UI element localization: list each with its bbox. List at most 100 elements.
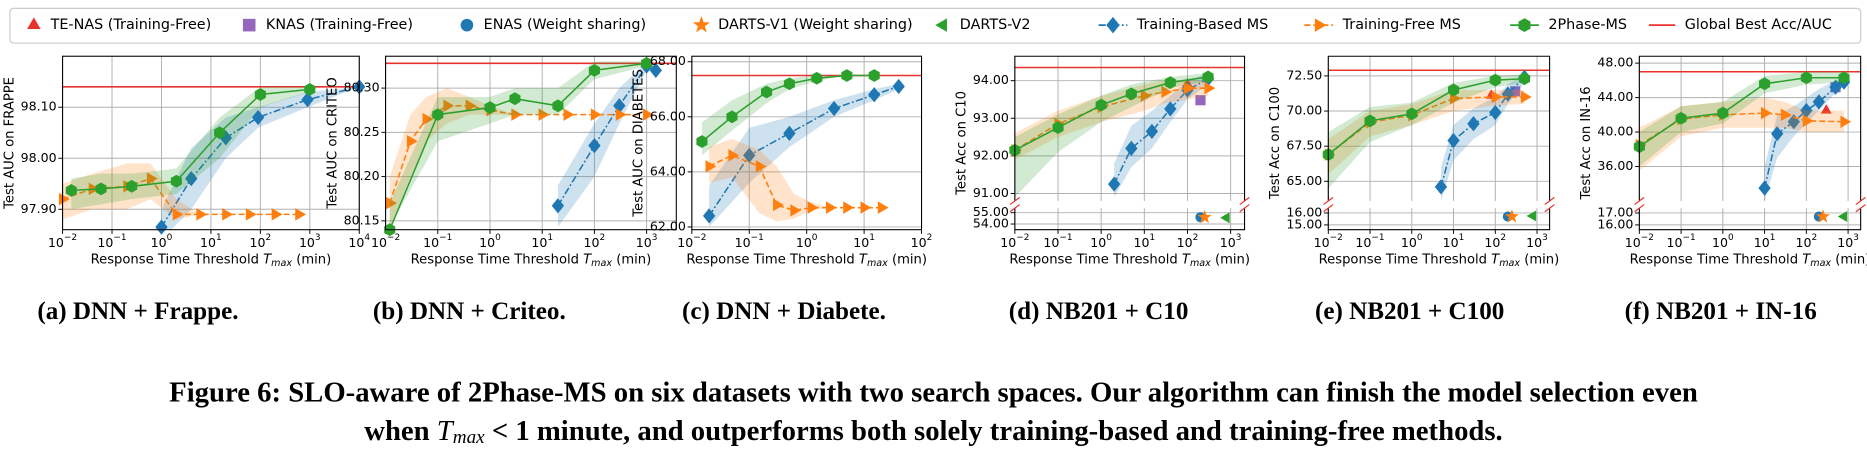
legend-label: DARTS-V1 (Weight sharing) [718,17,912,33]
data-point [1489,73,1501,87]
x-tick-label: 101 [200,232,222,249]
x-tick-label: 10−1 [97,232,126,249]
data-point [1520,90,1532,104]
chart: 10−2 10−1 100 101 10262.0064.0066.0068.00Res… [632,53,933,325]
axis-break [1544,204,1555,213]
y-tick-label: 44.00 [1597,89,1633,104]
x-tick-label: 10−1 [1666,232,1695,249]
data-point [1220,212,1230,224]
legend-label: Training-Based MS [1136,17,1268,33]
x-tick-label: 102 [1795,232,1817,249]
x-tick-exponent: −1 [751,232,764,242]
y-tick-label: 97.90 [21,201,57,216]
x-tick-base: 10 [48,234,64,249]
x-tick-exponent: −1 [1371,232,1384,242]
data-point [1838,71,1850,85]
band [1328,74,1525,189]
data-point [1717,106,1729,120]
y-tick-label: 16.00 [1597,216,1633,231]
data-point [783,77,795,91]
x-tick-base: 10 [1712,234,1728,249]
y-tick-label: 67.50 [1286,138,1322,153]
axis-break [1239,204,1250,213]
x-tick-exponent: 0 [1728,232,1734,242]
x-tick-exponent: 2 [927,232,933,242]
y-tick-label: 91.00 [973,185,1009,200]
band [1440,73,1525,201]
y-tick-label: 40.00 [1597,124,1633,139]
data-point [827,100,841,117]
x-axis-label: Response Time Threshold Tmax (min) [1319,252,1560,269]
data-point [1202,70,1214,84]
x-tick-label: 102 [911,232,933,249]
subcaption: (e) NB201 + C100 [1315,298,1504,325]
data-point [728,149,740,162]
axis-break [1634,196,1645,206]
axis-frame [62,55,360,231]
chart: 10−2 10−1 100 101 102 10380.1580.2080.2580.30… [325,55,677,325]
x-tick-base: 10 [1000,234,1016,249]
x-axis-label-math: T [859,252,868,267]
data-point [1800,71,1812,85]
x-tick-base: 10 [423,234,439,249]
x-tick-base: 10 [200,234,216,249]
y-tick-label: 48.00 [1597,55,1633,70]
x-tick-label: 10−2 [677,232,706,249]
x-tick-label: 100 [1401,232,1423,249]
data-point [563,108,575,121]
x-tick-base: 10 [636,234,652,249]
data-point [615,108,627,121]
y-axis-label: Test Acc on C100 [1268,87,1283,200]
x-tick-exponent: −1 [113,232,126,242]
y-tick-label: 98.00 [21,150,57,165]
x-tick-label: 100 [1712,232,1734,249]
data-point [146,172,158,185]
data-point [1125,87,1137,101]
data-point [1447,83,1460,97]
x-tick-exponent: 0 [167,232,173,242]
x-tick-exponent: −1 [1682,232,1695,242]
series-line [1638,76,1845,148]
data-point [1829,79,1842,95]
data-point [1052,121,1064,135]
x-tick-exponent: −2 [1330,232,1343,242]
x-axis-label-text: (min) [888,252,927,267]
x-axis-label-sub: max [1499,258,1520,269]
legend-marker [27,17,41,30]
x-tick-exponent: 1 [547,232,553,242]
x-axis-label-math: T [1491,252,1500,267]
x-tick-label: 10−2 [1000,232,1029,249]
data-point [245,208,257,221]
data-point [1820,104,1832,114]
x-tick-label: 10−1 [1043,232,1072,249]
x-tick-base: 10 [348,234,364,249]
data-point [1107,176,1121,192]
legend-label: Global Best Acc/AUC [1685,17,1832,33]
x-tick-base: 10 [1090,234,1106,249]
data-point [551,198,565,214]
data-point [1504,209,1519,223]
data-point [1195,95,1206,106]
x-axis-label-sub: max [271,258,292,269]
y-tick-label: 92.00 [973,147,1009,162]
x-tick-label: 103 [1837,232,1859,249]
x-tick-base: 10 [1526,234,1542,249]
x-tick-exponent: 0 [812,232,818,242]
x-tick-exponent: −1 [1059,232,1072,242]
x-axis-label-text: Response Time Threshold [91,252,264,267]
data-point [643,108,654,121]
y-axis-label: Test Acc on C10 [955,91,970,196]
series-line [1014,76,1209,151]
x-tick-label: 103 [1526,232,1548,249]
y-tick-label: 55.00 [973,204,1009,219]
data-point [1758,180,1771,196]
band [709,138,882,222]
y-tick-label: 66.00 [650,108,686,123]
x-tick-exponent: −2 [1016,232,1029,242]
data-point [1760,106,1772,120]
data-point [1434,179,1448,195]
data-point [841,69,853,82]
x-axis-label-text: (min) [1831,252,1867,267]
x-tick-label: 100 [479,232,501,249]
caption-text: < 1 minute, and outperforms both solely … [485,415,1503,447]
